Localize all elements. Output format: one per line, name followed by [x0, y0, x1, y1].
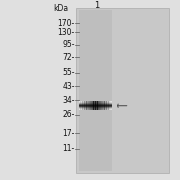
Text: 55-: 55-	[62, 68, 75, 77]
Text: 26-: 26-	[62, 110, 75, 119]
Bar	[111, 102, 112, 110]
Bar	[93, 102, 94, 110]
Text: 95-: 95-	[62, 40, 75, 49]
Bar	[104, 102, 105, 110]
Text: 17-: 17-	[62, 129, 75, 138]
Bar	[81, 102, 82, 110]
Bar	[79, 104, 112, 105]
Bar	[79, 108, 112, 109]
Bar	[103, 102, 104, 110]
Bar	[110, 102, 111, 110]
Text: 170-: 170-	[57, 19, 75, 28]
Bar	[93, 102, 94, 110]
Bar	[82, 102, 83, 110]
Bar	[92, 102, 93, 110]
Bar	[79, 105, 112, 106]
Bar	[79, 102, 112, 103]
Bar	[108, 102, 109, 110]
Text: 34-: 34-	[62, 96, 75, 105]
Bar	[87, 102, 88, 110]
Bar	[79, 10, 112, 171]
Bar	[107, 102, 108, 110]
Bar	[94, 102, 95, 110]
Bar	[79, 103, 112, 104]
Bar	[79, 101, 112, 102]
Bar	[83, 102, 84, 110]
Text: 130-: 130-	[57, 28, 75, 37]
Bar	[109, 102, 110, 110]
Bar	[90, 102, 91, 110]
Bar	[85, 102, 86, 110]
Bar	[95, 102, 96, 110]
Bar	[101, 102, 102, 110]
Bar	[91, 102, 92, 110]
Bar	[99, 102, 100, 110]
Bar	[110, 102, 111, 110]
Text: kDa: kDa	[53, 4, 68, 13]
Bar	[106, 102, 107, 110]
Bar	[104, 102, 105, 110]
Bar	[89, 102, 90, 110]
Bar	[97, 102, 98, 110]
Bar	[79, 103, 112, 104]
Bar	[84, 102, 85, 110]
Bar	[99, 102, 100, 110]
Bar	[82, 102, 83, 110]
Bar	[79, 101, 112, 102]
Bar	[97, 102, 98, 110]
Bar	[108, 102, 109, 110]
Bar	[79, 102, 112, 103]
Bar	[80, 102, 81, 110]
Bar	[106, 102, 107, 110]
Bar	[79, 107, 112, 108]
Bar	[79, 108, 112, 109]
Bar	[105, 102, 106, 110]
Text: 11-: 11-	[62, 144, 75, 153]
Bar	[79, 104, 112, 105]
Bar	[102, 102, 103, 110]
Bar	[79, 109, 112, 110]
Bar	[79, 105, 112, 106]
Bar	[98, 102, 99, 110]
Bar	[86, 102, 87, 110]
Bar	[80, 102, 81, 110]
Bar	[91, 102, 92, 110]
Bar	[79, 106, 112, 107]
Text: 72-: 72-	[62, 53, 75, 62]
Bar	[79, 103, 112, 104]
Bar	[86, 102, 87, 110]
Bar	[100, 102, 101, 110]
Bar	[79, 105, 112, 106]
Bar	[88, 102, 89, 110]
Bar	[79, 102, 80, 110]
Bar	[84, 102, 85, 110]
Text: 1: 1	[94, 1, 99, 10]
Bar	[79, 109, 112, 110]
Bar	[79, 106, 112, 107]
Text: 43-: 43-	[62, 82, 75, 91]
Bar	[95, 102, 96, 110]
Bar	[79, 107, 112, 108]
Bar	[76, 8, 169, 173]
Bar	[96, 102, 97, 110]
